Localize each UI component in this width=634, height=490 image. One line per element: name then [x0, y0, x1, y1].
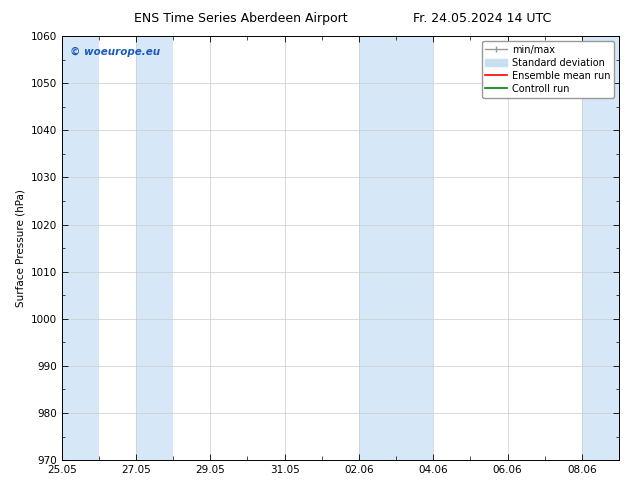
Bar [61, 36, 99, 460]
Legend: min/max, Standard deviation, Ensemble mean run, Controll run: min/max, Standard deviation, Ensemble me… [482, 41, 614, 98]
Y-axis label: Surface Pressure (hPa): Surface Pressure (hPa) [15, 189, 25, 307]
Bar [582, 36, 619, 460]
Text: Fr. 24.05.2024 14 UTC: Fr. 24.05.2024 14 UTC [413, 12, 551, 25]
Text: © woeurope.eu: © woeurope.eu [70, 47, 160, 57]
Bar [359, 36, 396, 460]
Bar [396, 36, 433, 460]
Text: ENS Time Series Aberdeen Airport: ENS Time Series Aberdeen Airport [134, 12, 347, 25]
Bar [136, 36, 173, 460]
